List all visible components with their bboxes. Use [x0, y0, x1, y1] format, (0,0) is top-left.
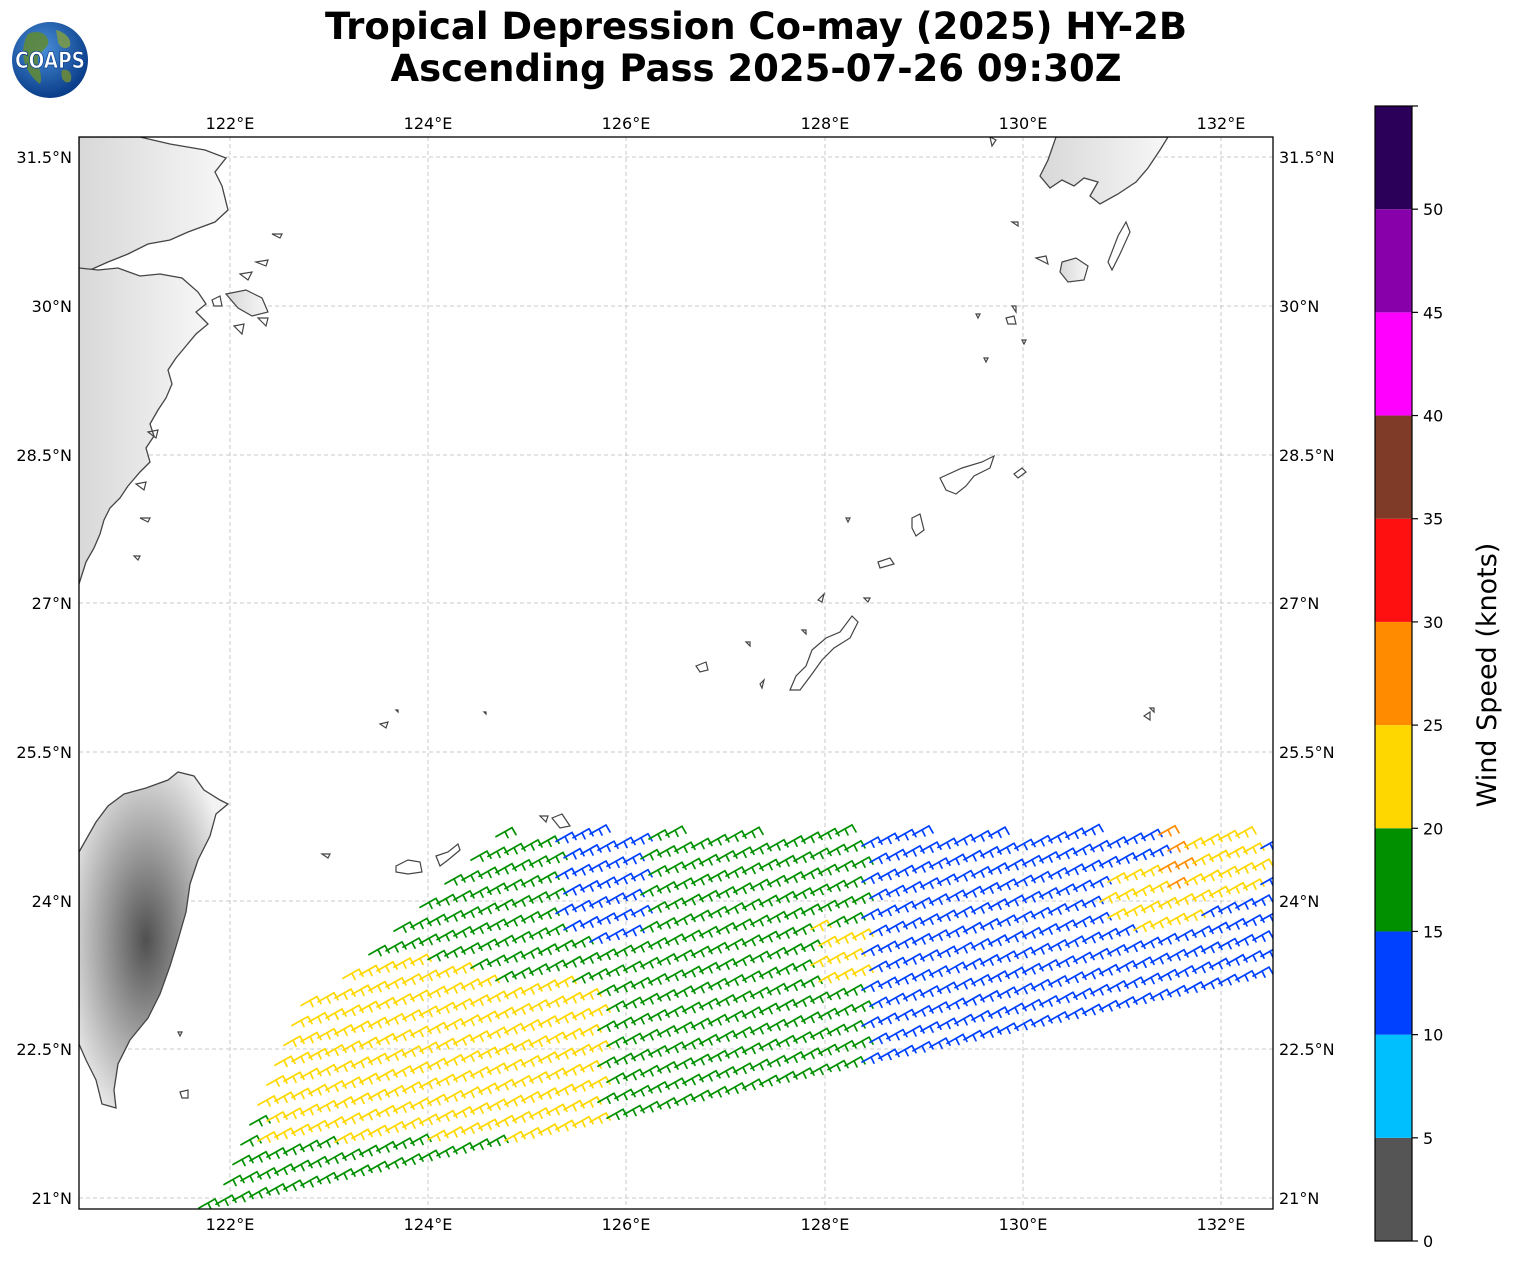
colorbar-tick-label: 0 — [1423, 1232, 1433, 1251]
wind-barb — [1158, 824, 1180, 837]
kyushu-land — [1039, 137, 1169, 205]
colorbar-tick-label: 50 — [1423, 200, 1443, 219]
svg-text:126°E: 126°E — [602, 114, 651, 133]
svg-text:130°E: 130°E — [999, 114, 1048, 133]
svg-text:24°N: 24°N — [1279, 892, 1319, 911]
wind-barb — [495, 826, 517, 839]
colorbar-tick-label: 40 — [1423, 407, 1443, 426]
svg-text:31.5°N: 31.5°N — [1279, 148, 1335, 167]
svg-text:128°E: 128°E — [801, 114, 850, 133]
china-mainland — [79, 267, 209, 585]
wind-barb — [665, 825, 687, 838]
svg-text:122°E: 122°E — [206, 1215, 255, 1234]
colorbar-bin — [1375, 106, 1412, 210]
colorbar: 0 5 10 15 20 25 30 35 40 45 50 Wind Speed (knots) — [1374, 105, 1503, 1251]
svg-text:124°E: 124°E — [404, 114, 453, 133]
svg-text:124°E: 124°E — [404, 1215, 453, 1234]
svg-text:128°E: 128°E — [801, 1215, 850, 1234]
svg-text:21°N: 21°N — [1279, 1189, 1319, 1208]
colorbar-bin — [1375, 621, 1412, 726]
svg-text:22.5°N: 22.5°N — [16, 1040, 72, 1059]
lat-labels-left: 31.5°N 30°N 28.5°N 27°N 25.5°N 24°N 22.5… — [16, 148, 72, 1208]
wind-barb — [912, 824, 934, 837]
page-title: Tropical Depression Co-may (2025) HY-2B … — [120, 6, 1392, 90]
wind-barb — [742, 826, 764, 839]
svg-text:126°E: 126°E — [602, 1215, 651, 1234]
colorbar-bin — [1375, 518, 1412, 622]
svg-text:27°N: 27°N — [1279, 594, 1319, 613]
colorbar-bin — [1375, 828, 1412, 932]
wind-barbs — [198, 823, 1273, 1209]
svg-text:27°N: 27°N — [32, 594, 72, 613]
colorbar-tick-label: 45 — [1423, 303, 1443, 322]
wind-barb — [1252, 929, 1273, 942]
wind-barb — [1252, 857, 1273, 870]
colorbar-bin — [1375, 725, 1412, 829]
colorbar-bin — [1375, 415, 1412, 519]
svg-text:28.5°N: 28.5°N — [16, 446, 72, 465]
logo-text: COAPS — [15, 49, 85, 74]
svg-text:130°E: 130°E — [999, 1215, 1048, 1234]
wind-barb — [1235, 825, 1257, 838]
svg-text:28.5°N: 28.5°N — [1279, 446, 1335, 465]
wind-barb — [1252, 893, 1273, 906]
lon-labels-bottom: 122°E 124°E 126°E 128°E 130°E 132°E — [206, 1215, 1246, 1234]
colorbar-bin — [1375, 1137, 1412, 1241]
amami-island — [939, 454, 996, 495]
svg-text:30°N: 30°N — [32, 297, 72, 316]
title-line-2: Ascending Pass 2025-07-26 09:30Z — [390, 47, 1122, 90]
lat-labels-right: 31.5°N 30°N 28.5°N 27°N 25.5°N 24°N 22.5… — [1279, 148, 1335, 1208]
colorbar-bin — [1375, 1034, 1412, 1138]
wind-barb — [1252, 965, 1273, 978]
colorbar-tick-label: 25 — [1423, 716, 1443, 735]
map-area — [79, 137, 1273, 1209]
svg-text:25.5°N: 25.5°N — [1279, 743, 1335, 762]
map-frame — [78, 136, 1274, 1210]
wind-barb — [589, 823, 611, 836]
svg-text:21°N: 21°N — [32, 1189, 72, 1208]
svg-text:31.5°N: 31.5°N — [16, 148, 72, 167]
okinawa-island — [789, 615, 859, 691]
svg-text:132°E: 132°E — [1197, 1215, 1246, 1234]
colorbar-tick-label: 35 — [1423, 510, 1443, 529]
colorbar-tick-label: 10 — [1423, 1026, 1443, 1045]
wind-barb — [835, 823, 857, 836]
svg-text:24°N: 24°N — [32, 892, 72, 911]
svg-text:122°E: 122°E — [206, 114, 255, 133]
colorbar-tick-label: 5 — [1423, 1129, 1433, 1148]
colorbar-tick-label: 30 — [1423, 613, 1443, 632]
colorbar-bin — [1375, 931, 1412, 1035]
china-coast-land — [79, 137, 229, 275]
svg-text:22.5°N: 22.5°N — [1279, 1040, 1335, 1059]
wind-barb — [988, 826, 1010, 839]
svg-text:25.5°N: 25.5°N — [16, 743, 72, 762]
coaps-logo: COAPS — [10, 20, 90, 100]
taiwan-land — [79, 771, 230, 1109]
svg-text:30°N: 30°N — [1279, 297, 1319, 316]
colorbar-tick-label: 15 — [1423, 922, 1443, 941]
colorbar-bin — [1375, 312, 1412, 416]
colorbar-label: Wind Speed (knots) — [1472, 543, 1503, 808]
title-line-1: Tropical Depression Co-may (2025) HY-2B — [324, 5, 1188, 48]
colorbar-tick-label: 20 — [1423, 819, 1443, 838]
colorbar-bin — [1375, 209, 1412, 313]
lon-labels-top: 122°E 124°E 126°E 128°E 130°E 132°E — [206, 114, 1246, 133]
wind-barb — [1082, 823, 1104, 836]
svg-text:132°E: 132°E — [1197, 114, 1246, 133]
